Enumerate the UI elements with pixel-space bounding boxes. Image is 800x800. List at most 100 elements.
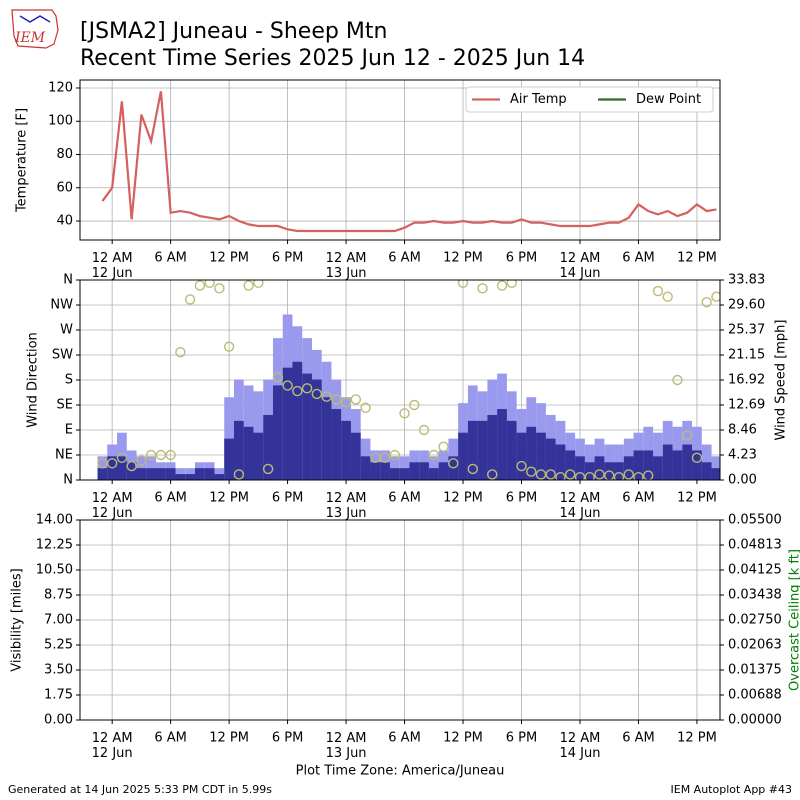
point	[662, 291, 673, 302]
point	[584, 472, 595, 480]
bar	[536, 432, 546, 480]
point	[97, 458, 108, 469]
bar	[594, 456, 605, 480]
point	[379, 452, 391, 463]
point	[165, 449, 176, 461]
x-tick-label: 12 PM	[443, 731, 483, 746]
bar	[195, 468, 205, 480]
bar	[672, 450, 683, 480]
y-tick-label: N	[63, 273, 73, 288]
bar	[136, 468, 147, 480]
point	[340, 397, 352, 408]
chart-title: [JSMA2] Juneau - Sheep Mtn	[80, 19, 387, 44]
point	[194, 280, 206, 291]
y-tick-label: 7.00	[44, 613, 73, 628]
bar	[584, 462, 595, 480]
point	[409, 399, 420, 411]
bar	[204, 468, 215, 480]
y2-tick-label: 0.00000	[728, 713, 782, 728]
point	[565, 469, 576, 480]
y-tick-label: SE	[57, 398, 73, 413]
bar	[458, 432, 468, 480]
point	[496, 280, 508, 291]
point	[526, 466, 537, 477]
point	[282, 380, 293, 391]
point	[506, 280, 517, 288]
bar	[545, 438, 556, 480]
y-tick-label: 8.75	[44, 588, 73, 603]
x-tick-label: 12 PM	[677, 731, 717, 746]
bar	[146, 468, 157, 480]
x-tick-label: 12 AM 12 Jun	[92, 251, 133, 281]
point	[223, 341, 235, 352]
x-tick-label: 6 PM	[272, 491, 303, 506]
y-tick-label: 5.25	[44, 638, 73, 653]
x-tick-label: 12 AM 13 Jun	[326, 731, 367, 761]
footer-generated: Generated at 14 Jun 2025 5:33 PM CDT in …	[8, 783, 272, 796]
x-tick-label: 6 AM	[622, 491, 655, 506]
point	[350, 394, 362, 405]
y-axis-label: Wind Direction	[26, 332, 41, 428]
x-tick-label: 12 PM	[209, 251, 249, 266]
point	[399, 408, 410, 419]
plot-frame	[79, 279, 721, 481]
y-tick-label: 1.75	[44, 688, 73, 703]
point	[467, 463, 478, 475]
x-tick-label: 6 AM	[154, 251, 187, 266]
bar	[711, 468, 720, 480]
logo: IEM	[11, 9, 59, 49]
point	[555, 472, 566, 480]
point	[331, 394, 342, 405]
bar	[263, 414, 273, 480]
y2-tick-label: 12.69	[728, 398, 765, 413]
y-tick-label: 60	[56, 180, 73, 195]
x-tick-label: 12 AM 13 Jun	[326, 251, 367, 281]
bar	[565, 450, 576, 480]
x-tick-label: 6 AM	[622, 251, 655, 266]
bar	[701, 462, 712, 480]
point	[691, 452, 703, 463]
point	[301, 383, 313, 394]
bar	[341, 420, 351, 480]
x-tick-label: 6 AM	[154, 731, 187, 746]
point	[184, 294, 196, 305]
point	[448, 458, 459, 469]
y-tick-label: SW	[52, 348, 73, 363]
bar	[97, 468, 108, 480]
chart-subtitle: Recent Time Series 2025 Jun 12 - 2025 Ju…	[80, 46, 585, 71]
bar	[224, 438, 234, 480]
point	[613, 472, 625, 480]
y2-tick-label: 21.15	[728, 348, 765, 363]
y2-tick-label: 8.46	[728, 423, 757, 438]
point	[428, 449, 439, 461]
plot-frame	[79, 79, 721, 241]
point	[389, 449, 401, 461]
bar	[253, 432, 264, 480]
y2-tick-label: 33.83	[728, 273, 765, 288]
legend: Air Temp Dew Point	[465, 86, 714, 113]
legend-label: Dew Point	[636, 92, 701, 107]
panel: 12 AM 12 Jun 6 AM 12 PM 6 PM 12 AM 13 Jun 6 AM 1…	[15, 79, 721, 281]
point	[262, 463, 274, 475]
bar	[477, 420, 488, 480]
point	[136, 455, 147, 466]
point	[535, 469, 547, 480]
point	[155, 449, 167, 461]
y-tick-label: NE	[55, 448, 73, 463]
x-tick-label: 6 AM	[388, 731, 421, 746]
data-layer	[101, 91, 717, 233]
bar	[428, 468, 439, 480]
y2-tick-label: 0.05500	[728, 513, 782, 528]
legend-label: Air Temp	[510, 92, 567, 107]
x-tick-label: 12 AM 14 Jun	[559, 731, 600, 761]
x-tick-label: 12 AM 14 Jun	[559, 491, 600, 521]
bar	[555, 444, 566, 480]
point	[633, 472, 644, 480]
point	[574, 472, 586, 480]
bar	[575, 456, 585, 480]
y-tick-label: S	[65, 373, 73, 388]
x-tick-label: 12 PM	[677, 251, 717, 266]
bar	[380, 462, 390, 480]
bar	[497, 409, 507, 480]
y2-tick-label: 25.37	[728, 323, 765, 338]
